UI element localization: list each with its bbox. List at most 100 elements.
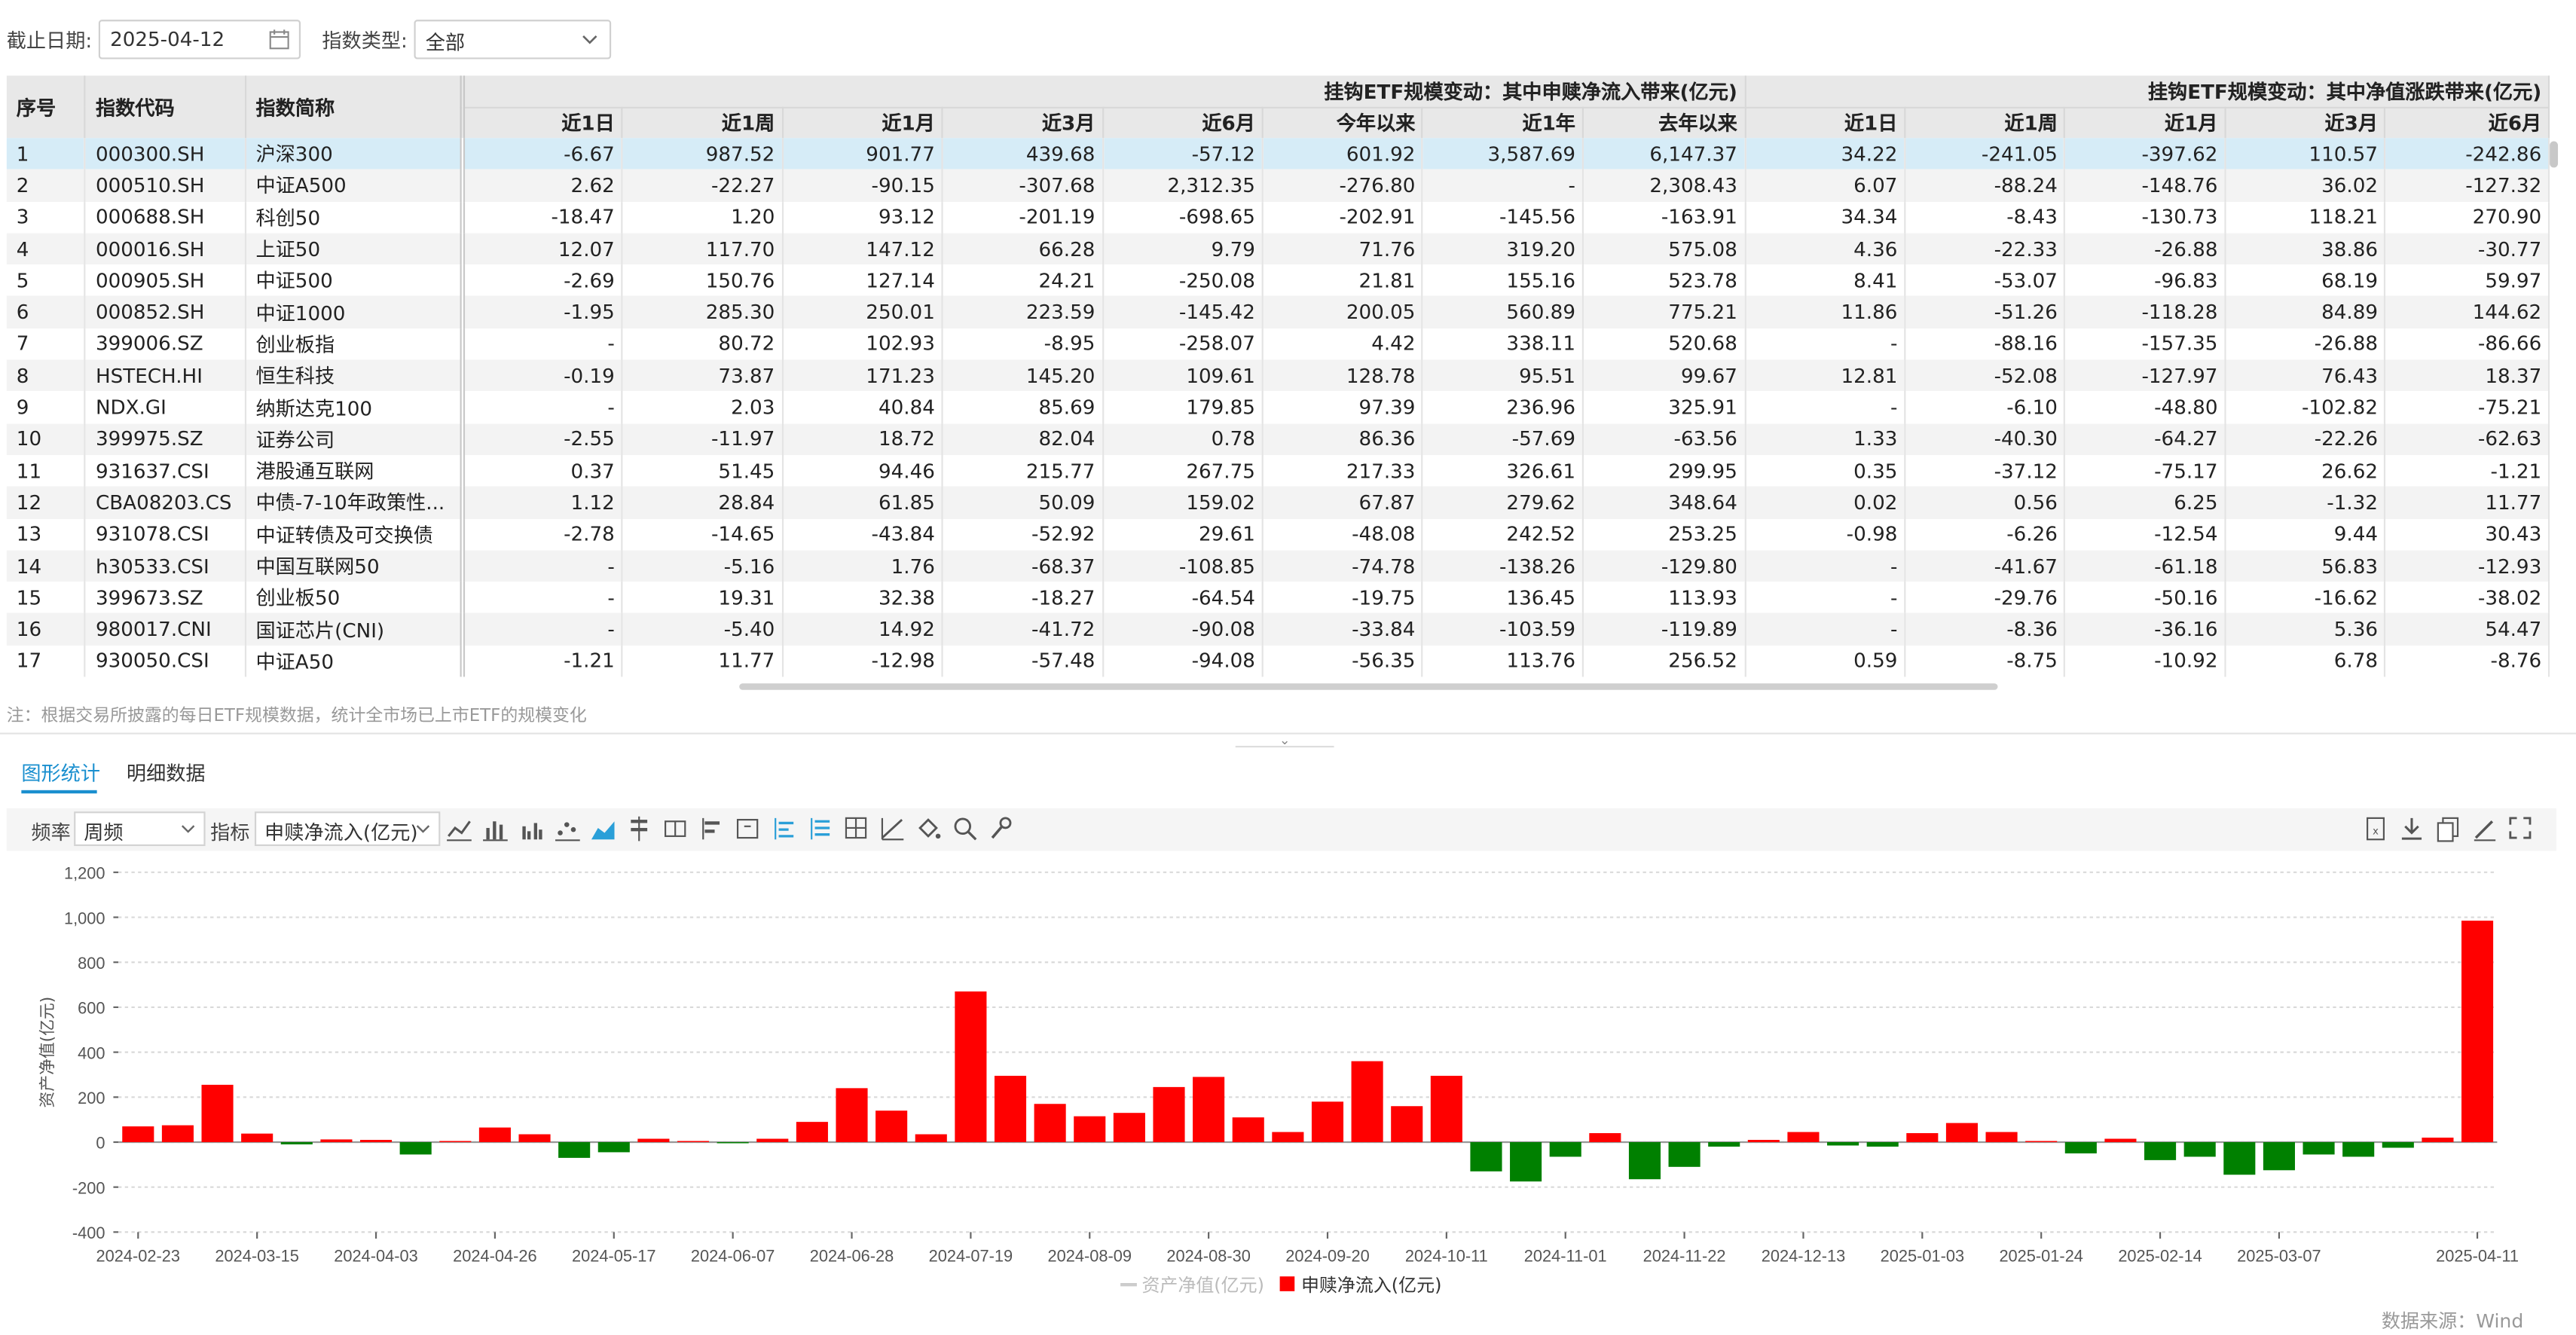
y-tick-label: 1,000 (64, 909, 105, 927)
fill-icon[interactable] (915, 815, 943, 843)
table-row[interactable]: 13 931078.CSI 中证转债及可交换债 -2.78 -14.65 -43.84 -5… (6, 518, 2550, 551)
table-row[interactable]: 5 000905.SH 中证500 -2.69 150.76 127.14 24.21 -25… (6, 264, 2550, 297)
value-cell: -108.85 (1102, 550, 1264, 582)
value-cell: -8.95 (942, 328, 1104, 360)
calendar-icon[interactable] (269, 29, 289, 50)
bar (201, 1084, 234, 1142)
fullscreen-icon[interactable] (2507, 815, 2535, 843)
index-code: 399673.SZ (84, 582, 246, 614)
subheader-g2-3[interactable]: 近3月 (2225, 106, 2386, 139)
row-index: 15 (6, 582, 86, 614)
table-row[interactable]: 10 399975.SZ 证券公司 -2.55 -11.97 18.72 82.04 0.78… (6, 423, 2550, 455)
value-cell: -6.10 (1905, 391, 2066, 423)
freq-select[interactable]: 周频 (74, 811, 206, 846)
stacked-icon[interactable] (626, 815, 654, 843)
subheader-g2-1[interactable]: 近1周 (1905, 106, 2066, 139)
value-cell: -397.62 (2064, 138, 2226, 170)
subheader-g1-6[interactable]: 近1年 (1422, 106, 1584, 139)
percent-bar-icon[interactable] (662, 815, 690, 843)
align-icon[interactable] (771, 815, 799, 843)
value-cell: 0.02 (1744, 487, 1906, 519)
table-row[interactable]: 17 930050.CSI 中证A50 -1.21 11.77 -12.98 -57.48-… (6, 645, 2550, 677)
subheader-g2-2[interactable]: 近1月 (2064, 106, 2226, 139)
edit-icon[interactable] (2471, 815, 2498, 843)
tab-detail[interactable]: 明细数据 (126, 762, 206, 786)
date-input[interactable]: 2025-04-12 (98, 20, 301, 60)
download-icon[interactable] (2399, 815, 2427, 843)
table-row[interactable]: 8 HSTECH.HI 恒生科技 -0.19 73.87 171.23 145.20 109.… (6, 359, 2550, 392)
area-chart-icon[interactable] (590, 815, 618, 843)
value-cell: 73.87 (622, 359, 784, 392)
bar (1430, 1075, 1462, 1142)
value-cell: -26.88 (2064, 233, 2226, 265)
table-row[interactable]: 11 931637.CSI 港股通互联网 0.37 51.45 94.46 215.77 26… (6, 454, 2550, 487)
value-cell: 19.31 (622, 582, 784, 614)
subheader-g1-5[interactable]: 今年以来 (1262, 106, 1424, 139)
table-row[interactable]: 14 h30533.CSI 中国互联网50- -5.16 1.76 -68.37 -108.… (6, 550, 2550, 582)
table-row[interactable]: 15 399673.SZ 创业板50-19.31 32.38 -18.27 -64.54-… (6, 582, 2550, 614)
bar-chart-icon[interactable] (481, 815, 509, 843)
table-row[interactable]: 3 000688.SH 科创50 -18.47 1.20 93.12 -201.19 -698… (6, 201, 2550, 234)
subheader-g1-2[interactable]: 近1月 (782, 106, 943, 139)
grid-icon[interactable] (843, 815, 871, 843)
subheader-g1-1[interactable]: 近1周 (622, 106, 784, 139)
zoom-icon[interactable] (952, 815, 979, 843)
net-flow-bar-chart: 1,200 1,000 800 600 400 200 0 -200 -400 资产净值(亿元) 2… (38, 864, 2519, 1296)
chevron-down-icon (416, 825, 430, 833)
table-row[interactable]: 12 CBA08203.CS 中债-7-10年政策性... 1.12 28.84 61.8… (6, 487, 2550, 519)
trend-icon[interactable] (879, 815, 907, 843)
collapse-handle-icon[interactable]: ⌄ (1235, 733, 1334, 748)
vertical-scrollbar[interactable] (2550, 141, 2559, 168)
table-row[interactable]: 7 399006.SZ 创业板指 -80.72 102.93 -8.95 -258.07 4.… (6, 328, 2550, 360)
subheader-g1-4[interactable]: 近6月 (1102, 106, 1264, 139)
value-cell: 11.77 (622, 645, 784, 677)
value-cell: 40.84 (782, 391, 943, 423)
horizontal-bar-icon[interactable] (698, 815, 726, 843)
header-name[interactable]: 指数简称 (245, 75, 465, 139)
value-cell: 68.19 (2225, 264, 2386, 297)
value-cell: 0.56 (1905, 487, 2066, 519)
bar (320, 1139, 353, 1142)
value-cell: -8.76 (2385, 645, 2550, 677)
list-icon[interactable] (807, 815, 835, 843)
table-row[interactable]: 6 000852.SH 中证1000 -1.95 285.30 250.01 223.59-… (6, 296, 2550, 328)
value-cell: 1.76 (782, 550, 943, 582)
metric-label: 指标 (210, 821, 250, 845)
wrench-icon[interactable] (987, 815, 1015, 843)
subheader-g2-4[interactable]: 近6月 (2385, 106, 2550, 139)
subheader-g1-0[interactable]: 近1日 (462, 106, 623, 139)
scatter-icon[interactable] (554, 815, 582, 843)
value-cell: -56.35 (1262, 645, 1424, 677)
bar (1945, 1123, 1979, 1142)
table-row[interactable]: 16 980017.CNI 国证芯片(CNI) - -5.40 14.92 -41.72 -9… (6, 613, 2550, 646)
tab-chart[interactable]: 图形统计 (21, 762, 101, 786)
value-cell: 99.67 (1582, 359, 1746, 392)
value-cell: -0.98 (1744, 518, 1906, 551)
header-seq[interactable]: 序号 (6, 75, 86, 139)
subheader-g2-0[interactable]: 近1日 (1744, 106, 1906, 139)
horizontal-scrollbar[interactable] (739, 683, 1998, 690)
value-cell: 6.25 (2064, 487, 2226, 519)
value-cell: -138.26 (1422, 550, 1584, 582)
value-cell: -18.27 (942, 582, 1104, 614)
excel-export-icon[interactable]: x (2363, 815, 2391, 843)
dual-axis-icon[interactable] (735, 815, 762, 843)
x-tick-label: 2024-07-19 (929, 1247, 1013, 1266)
line-chart-icon[interactable] (445, 815, 473, 843)
copy-icon[interactable] (2435, 815, 2463, 843)
header-code[interactable]: 指数代码 (84, 75, 246, 139)
value-cell: 179.85 (1102, 391, 1264, 423)
table-row[interactable]: 2 000510.SH 中证A500 2.62 -22.27 -90.15 -307.68 2… (6, 170, 2550, 202)
subheader-g1-3[interactable]: 近3月 (942, 106, 1104, 139)
subheader-g1-7[interactable]: 去年以来 (1582, 106, 1746, 139)
value-cell: -50.16 (2064, 582, 2226, 614)
table-row[interactable]: 9 NDX.GI 纳斯达克100-2.03 40.84 85.69 179.85 97.39… (6, 391, 2550, 423)
table-row[interactable]: 4 000016.SH 上证50 12.07 117.70 147.12 66.28 9.79… (6, 233, 2550, 265)
table-row[interactable]: 1 000300.SH 沪深300 -6.67 987.52 901.77 439.68 -5… (6, 138, 2550, 170)
grouped-bar-icon[interactable] (518, 815, 545, 843)
type-select[interactable]: 全部 (414, 20, 612, 60)
value-cell: 127.14 (782, 264, 943, 297)
freq-label: 频率 (31, 821, 71, 845)
bar (1906, 1133, 1939, 1142)
metric-select[interactable]: 申赎净流入(亿元) (254, 811, 441, 846)
